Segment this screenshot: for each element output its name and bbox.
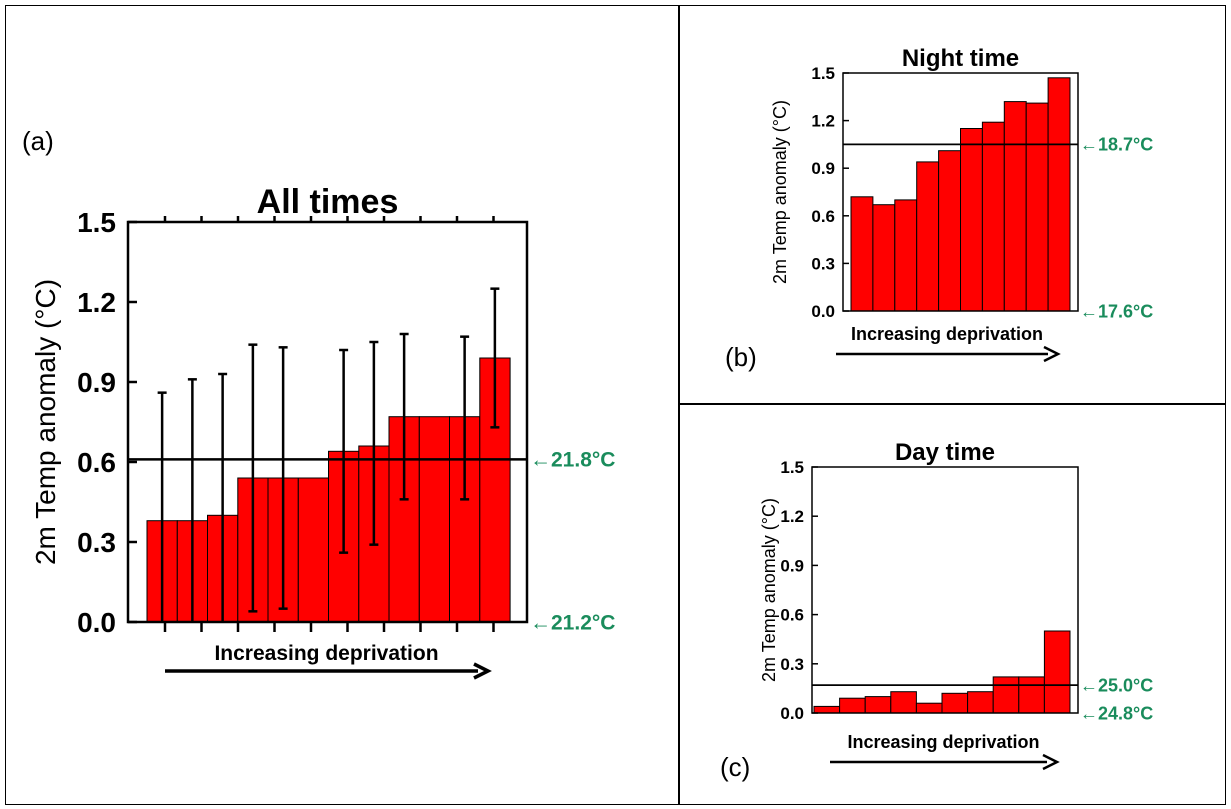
bar <box>813 705 841 714</box>
panel-b-frame <box>678 5 1226 405</box>
y-tick-label: 0.6 <box>780 606 804 625</box>
y-tick-label: 0.6 <box>811 207 835 226</box>
bar <box>992 676 1020 714</box>
y-tick-label: 0.3 <box>780 655 804 674</box>
y-tick-label: 0.3 <box>77 527 116 558</box>
y-tick-label: 1.2 <box>780 507 804 526</box>
bar <box>890 691 917 714</box>
chart-title: All times <box>257 183 399 221</box>
y-tick-label: 0.9 <box>811 159 835 178</box>
plot-frame <box>811 466 1079 714</box>
bar <box>894 199 918 312</box>
bar <box>872 204 896 312</box>
y-axis-label: 2m Temp anomaly (°C) <box>759 498 779 682</box>
bar <box>1025 102 1049 312</box>
chart-3: 0.0 0.3 0.6 0.9 1.2 1.5 Day time 2m Temp anomal… <box>759 439 1153 771</box>
y-tick-label: 1.5 <box>811 64 835 83</box>
bar <box>1018 676 1045 714</box>
x-axis-label: Increasing deprivation <box>214 642 438 665</box>
chart-title: Night time <box>902 45 1019 72</box>
plot-frame <box>126 220 529 624</box>
bar <box>941 692 969 714</box>
reference-temperature-label: ←21.2°C <box>530 611 615 634</box>
plot-frame <box>842 72 1079 312</box>
bar <box>1003 101 1027 312</box>
bar <box>850 196 874 312</box>
bar <box>981 121 1005 312</box>
y-tick-label: 1.5 <box>77 207 116 238</box>
y-tick-label: 0.0 <box>811 302 835 321</box>
y-tick-label: 1.2 <box>77 287 116 318</box>
bar <box>1047 77 1071 312</box>
bar <box>418 416 451 623</box>
y-tick-label: 0.0 <box>77 607 116 638</box>
chart-2: 0.0 0.3 0.6 0.9 1.2 1.5 Night time 2m Temp anom… <box>770 45 1153 363</box>
bar <box>864 696 892 714</box>
bar <box>915 702 943 714</box>
y-tick-label: 0.9 <box>780 556 804 575</box>
y-tick-label: 0.9 <box>77 367 116 398</box>
bar <box>297 477 330 623</box>
y-tick-label: 0.0 <box>780 704 804 723</box>
reference-temperature-label: ←21.8°C <box>530 449 615 472</box>
y-axis-label: 2m Temp anomaly (°C) <box>30 279 61 565</box>
deprivation-arrow-head <box>473 662 492 680</box>
deprivation-arrow-head <box>1042 753 1060 771</box>
panel-b-label: (b) <box>725 342 757 372</box>
bar <box>938 150 961 312</box>
y-tick-label: 1.2 <box>811 112 835 131</box>
y-axis-label: 2m Temp anomaly (°C) <box>770 100 790 284</box>
reference-temperature-label: ←24.8°C <box>1080 703 1153 723</box>
deprivation-arrow-head <box>1043 345 1061 363</box>
x-axis-label: Increasing deprivation <box>847 732 1039 752</box>
x-axis-label: Increasing deprivation <box>851 324 1043 344</box>
chart-1: 0.0 0.3 0.6 0.9 1.2 1.5 All times 2m Temp anoma… <box>30 183 615 680</box>
y-tick-label: 0.3 <box>811 254 835 273</box>
reference-temperature-label: ←18.7°C <box>1080 135 1153 155</box>
bar <box>916 161 940 312</box>
panel-a-label: (a) <box>22 126 54 156</box>
bar <box>967 691 994 714</box>
panel-c-label: (c) <box>720 752 751 782</box>
y-tick-label: 1.5 <box>780 458 804 477</box>
reference-temperature-label: ←25.0°C <box>1080 675 1153 695</box>
panel-c-frame <box>678 403 1226 805</box>
bar <box>839 697 866 714</box>
chart-title: Day time <box>895 439 995 466</box>
bar <box>960 128 983 312</box>
y-tick-label: 0.6 <box>77 447 116 478</box>
panel-a-frame <box>5 5 680 805</box>
bar <box>1043 630 1071 714</box>
reference-temperature-label: ←17.6°C <box>1080 301 1153 321</box>
